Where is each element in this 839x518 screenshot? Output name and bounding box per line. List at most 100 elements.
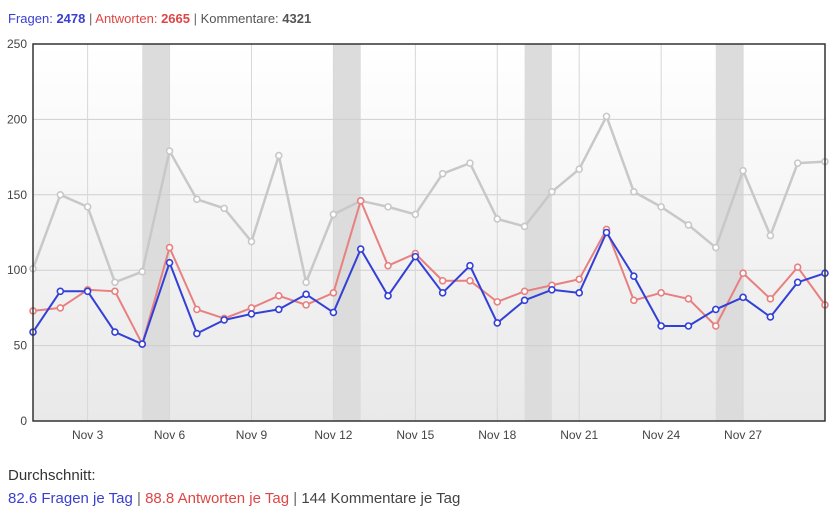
data-point-questions	[548, 286, 556, 294]
data-point-comments	[630, 187, 638, 196]
plot-border	[32, 43, 826, 422]
data-point-answers	[247, 304, 256, 312]
data-point-answers	[356, 197, 365, 205]
data-point-comments	[274, 151, 283, 160]
averages-line: 82.6 Fragen je Tag | 88.8 Antworten je T…	[8, 487, 460, 510]
data-point-comments	[466, 159, 474, 167]
data-point-questions	[329, 308, 338, 317]
data-point-questions	[111, 328, 119, 336]
x-tick-label: Nov 12	[314, 428, 352, 442]
avg-answers: 88.8 Antworten je Tag	[145, 490, 290, 507]
data-point-questions	[575, 289, 584, 297]
questions-count: 2478	[56, 11, 86, 26]
data-point-questions	[220, 316, 228, 324]
comments-label: Kommentare:	[200, 11, 279, 26]
data-point-comments	[657, 203, 665, 211]
data-point-comments	[711, 243, 720, 252]
data-point-answers	[657, 289, 665, 297]
data-point-comments	[493, 215, 502, 223]
data-point-answers	[520, 287, 529, 296]
data-point-answers	[739, 269, 747, 278]
x-tick-label: Nov 24	[642, 428, 680, 442]
y-tick-label: 250	[7, 37, 27, 51]
y-tick-label: 150	[7, 188, 27, 202]
data-point-questions	[739, 293, 747, 302]
data-point-comments	[138, 267, 147, 276]
y-tick-label: 50	[14, 339, 28, 353]
data-point-comments	[165, 147, 174, 155]
y-tick-label: 0	[20, 414, 27, 428]
data-point-questions	[520, 296, 529, 305]
weekend-band	[333, 44, 361, 421]
data-point-questions	[274, 305, 283, 314]
data-point-answers	[766, 295, 775, 303]
data-point-answers	[711, 322, 720, 330]
data-point-questions	[493, 319, 502, 327]
weekend-band	[142, 44, 170, 421]
data-point-comments	[329, 210, 338, 219]
avg-separator: |	[293, 490, 298, 507]
data-point-questions	[384, 292, 392, 300]
avg-questions: 82.6 Fragen je Tag	[8, 490, 133, 507]
data-point-comments	[684, 221, 693, 229]
data-point-comments	[193, 195, 201, 204]
series-line-answers	[32, 199, 826, 346]
summary-line: Fragen: 2478 | Antworten: 2665 | Komment…	[8, 11, 311, 26]
data-point-answers	[329, 289, 338, 297]
series-line-comments	[31, 115, 826, 284]
y-tick-label: 200	[7, 112, 27, 126]
x-tick-label: Nov 21	[560, 428, 598, 442]
questions-label: Fragen:	[8, 11, 53, 26]
data-point-answers	[56, 304, 65, 312]
data-point-questions	[766, 313, 775, 321]
data-point-answers	[438, 276, 447, 285]
avg-separator: |	[136, 490, 141, 507]
answers-count: 2665	[161, 11, 190, 26]
data-point-comments	[56, 191, 65, 199]
data-point-questions	[602, 228, 611, 237]
data-point-answers	[466, 276, 474, 285]
data-point-questions	[302, 290, 310, 299]
y-tick-label: 100	[7, 263, 27, 277]
data-point-questions	[466, 261, 474, 270]
data-point-questions	[165, 258, 174, 267]
data-point-questions	[711, 305, 720, 314]
data-point-questions	[684, 322, 693, 330]
data-point-questions	[411, 252, 420, 261]
data-point-answers	[575, 275, 584, 284]
data-point-answers	[274, 292, 283, 300]
data-point-comments	[548, 187, 556, 196]
data-point-questions	[138, 340, 147, 348]
series-questions	[29, 228, 829, 348]
averages-heading: Durchschnitt:	[8, 467, 96, 484]
data-point-questions	[630, 272, 638, 281]
data-point-comments	[83, 203, 92, 211]
data-point-answers	[384, 261, 392, 270]
data-point-questions	[438, 289, 447, 297]
data-point-answers	[793, 263, 802, 271]
summary-separator: |	[88, 11, 93, 26]
data-point-comments	[793, 159, 802, 167]
weekend-band	[524, 44, 552, 421]
data-point-comments	[384, 203, 392, 211]
data-point-answers	[493, 298, 502, 306]
data-point-comments	[111, 278, 119, 287]
answers-label: Antworten:	[95, 11, 158, 26]
data-point-answers	[165, 243, 174, 252]
avg-comments: 144 Kommentare je Tag	[301, 490, 461, 507]
data-point-comments	[739, 166, 747, 175]
data-point-comments	[438, 169, 447, 178]
x-tick-label: Nov 15	[396, 428, 434, 442]
data-point-questions	[193, 329, 201, 338]
data-point-comments	[575, 165, 584, 173]
activity-chart: 0 50 100 150 200 250 Nov 3 Nov 6 Nov 9 Nov 12 Nov…	[7, 37, 829, 442]
data-point-questions	[657, 322, 665, 330]
data-point-answers	[193, 305, 201, 314]
data-point-answers	[684, 295, 693, 303]
data-point-comments	[220, 204, 228, 213]
data-point-questions	[356, 245, 365, 253]
x-tick-label: Nov 9	[236, 428, 268, 442]
data-point-comments	[411, 210, 420, 219]
series-line-questions	[32, 231, 826, 346]
data-point-answers	[630, 296, 638, 305]
